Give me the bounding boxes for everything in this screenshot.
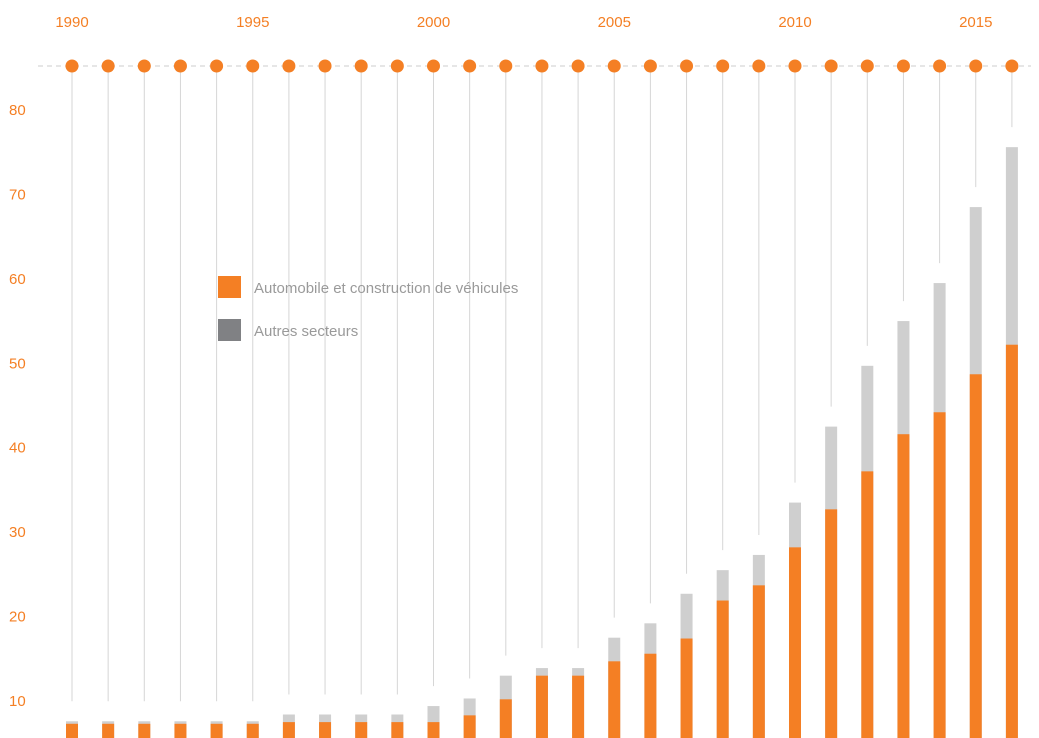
bar-automobile-1997 xyxy=(319,722,332,738)
timeline-dot-2014 xyxy=(933,59,947,73)
bar-automobile-1999 xyxy=(391,722,404,738)
bar-automobile-2011 xyxy=(825,509,838,738)
bar-automobile-2003 xyxy=(535,675,548,738)
bar-automobile-2001 xyxy=(463,715,476,738)
timeline-dot-2010 xyxy=(788,59,802,73)
timeline-dot-2009 xyxy=(752,59,766,73)
x-tick-label: 2005 xyxy=(598,14,631,31)
x-tick-label: 1995 xyxy=(236,14,269,31)
timeline-dot-2016 xyxy=(1005,59,1019,73)
legend-swatch-autres xyxy=(218,319,241,341)
timeline-dot-1997 xyxy=(318,59,332,73)
timeline-dot-2003 xyxy=(535,59,549,73)
bar-automobile-1994 xyxy=(210,723,223,738)
bar-automobile-2000 xyxy=(427,722,440,738)
timeline-dot-1991 xyxy=(101,59,115,73)
y-tick-label: 30 xyxy=(9,524,26,541)
y-tick-label: 60 xyxy=(9,271,26,288)
legend-swatch-automobile xyxy=(218,276,241,298)
x-tick-label: 2010 xyxy=(778,14,811,31)
timeline-dot-1994 xyxy=(210,59,224,73)
bar-automobile-2015 xyxy=(969,374,982,738)
timeline-dot-2005 xyxy=(607,59,621,73)
bar-automobile-2016 xyxy=(1005,344,1018,738)
legend-label-automobile: Automobile et construction de véhicules xyxy=(254,280,518,297)
timeline-dot-2008 xyxy=(716,59,730,73)
timeline-dot-1995 xyxy=(246,59,260,73)
legend-label-autres: Autres secteurs xyxy=(254,323,358,340)
timeline-dot-1992 xyxy=(137,59,151,73)
timeline-dot-2011 xyxy=(824,59,838,73)
bar-automobile-2012 xyxy=(861,471,874,738)
bar-automobile-1990 xyxy=(66,723,78,738)
timeline-dot-2013 xyxy=(896,59,910,73)
bar-automobile-2006 xyxy=(644,653,657,738)
bar-automobile-2013 xyxy=(897,434,910,738)
bar-automobile-1995 xyxy=(246,723,259,738)
timeline-dot-2012 xyxy=(860,59,874,73)
bar-automobile-1998 xyxy=(355,722,368,738)
timeline-dot-1996 xyxy=(282,59,296,73)
bar-automobile-2009 xyxy=(752,585,765,738)
timeline-dot-2000 xyxy=(427,59,440,73)
bar-automobile-1996 xyxy=(282,722,295,738)
bar-automobile-2014 xyxy=(933,412,946,738)
timeline-dot-2015 xyxy=(969,59,983,73)
bar-automobile-1992 xyxy=(138,723,151,738)
y-tick-label: 80 xyxy=(9,102,26,119)
bar-automobile-2002 xyxy=(499,699,512,738)
timeline-dot-1990 xyxy=(65,59,79,73)
x-axis-ticks: 1990 1995 2000 2005 2010 2015 xyxy=(55,14,992,31)
timeline-dot-2002 xyxy=(499,59,513,73)
y-tick-label: 20 xyxy=(9,609,26,626)
y-tick-label: 70 xyxy=(9,186,26,203)
bar-automobile-2007 xyxy=(680,638,693,738)
y-axis-ticks: 10 20 30 40 50 60 70 80 xyxy=(9,102,26,710)
legend: Automobile et construction de véhicules … xyxy=(218,276,518,341)
x-tick-label: 2015 xyxy=(959,14,992,31)
timeline-dot-2004 xyxy=(571,59,585,73)
y-tick-label: 10 xyxy=(9,693,26,710)
bars-automobile xyxy=(66,344,1018,738)
timeline-dot-1993 xyxy=(173,59,187,73)
y-tick-label: 40 xyxy=(9,440,26,457)
timeline-dot-2001 xyxy=(463,59,477,73)
x-tick-label: 1990 xyxy=(55,14,88,31)
bar-automobile-2005 xyxy=(608,661,621,738)
timeline-dot-1999 xyxy=(390,59,404,73)
timeline-dot-1998 xyxy=(354,59,368,73)
bar-automobile-1993 xyxy=(174,723,187,738)
bar-automobile-2008 xyxy=(716,600,729,738)
x-tick-label: 2000 xyxy=(417,14,450,31)
bar-automobile-2010 xyxy=(789,547,801,738)
timeline-dot-2006 xyxy=(643,59,657,73)
y-tick-label: 50 xyxy=(9,355,26,372)
bar-automobile-1991 xyxy=(102,723,115,738)
timeline-dot-2007 xyxy=(680,59,694,73)
bar-automobile-2004 xyxy=(572,675,585,738)
timeline-dots xyxy=(65,59,1019,73)
stem-lines xyxy=(71,66,1013,702)
